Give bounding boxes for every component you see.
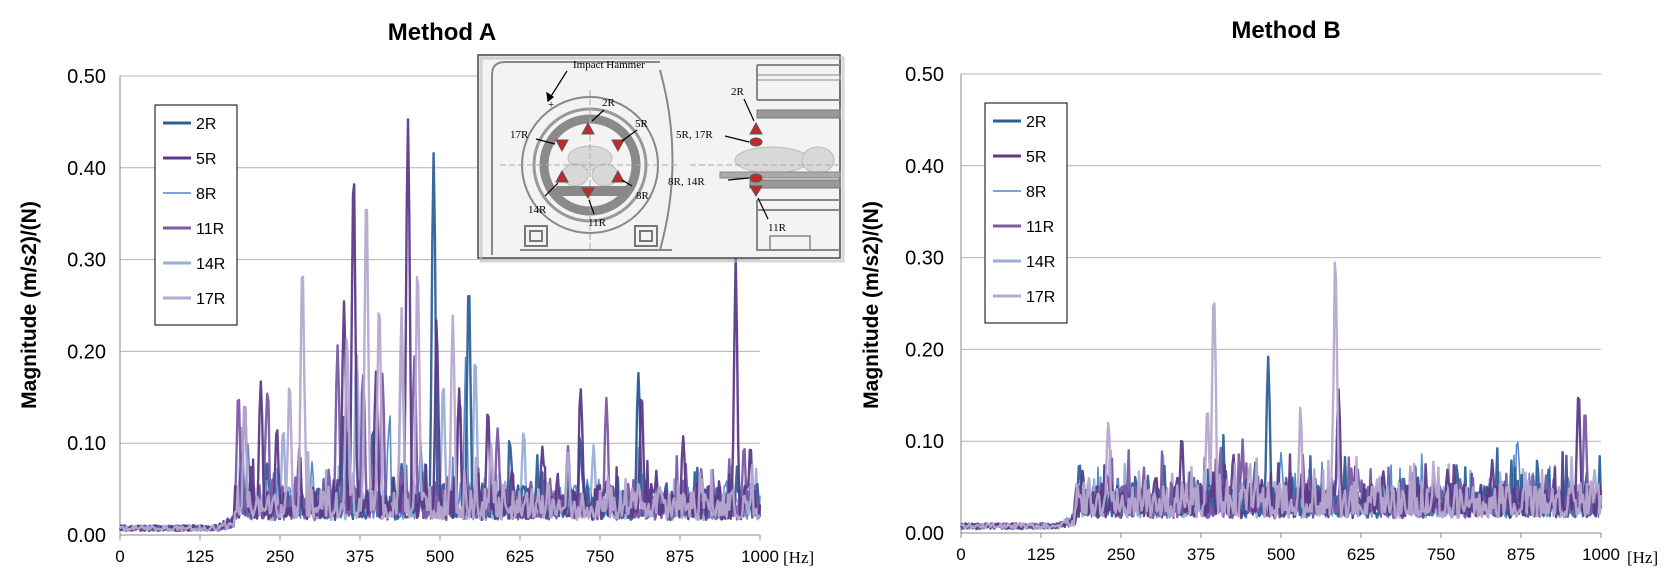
legend-a: 2R 5R 8R 11R 14R 17R xyxy=(154,104,238,326)
x-tick-label-a-4: 500 xyxy=(426,547,454,566)
x-tick-label-a-2: 250 xyxy=(266,547,294,566)
label-5r-17r-side: 5R, 17R xyxy=(676,129,713,141)
label-8r-14r-side: 8R, 14R xyxy=(668,176,705,188)
machine-housing-left xyxy=(491,61,660,255)
x-tick-label-b-3: 375 xyxy=(1187,545,1215,564)
x-tick-label-a-1: 125 xyxy=(186,547,214,566)
sensor-5r-17r-side-marker xyxy=(749,137,763,147)
chart-title-b: Method B xyxy=(1231,17,1340,44)
panel-method-b: Method B 0.00 0.10 0.20 0.30 0.40 0.50 0 125 25… xyxy=(860,17,1658,567)
callout-arrows-right xyxy=(724,98,769,220)
x-tick-label-a-3: 375 xyxy=(346,547,374,566)
machine-housing-right xyxy=(756,64,840,101)
y-ticks-b: 0.00 0.10 0.20 0.30 0.40 0.50 xyxy=(905,64,944,545)
legend-label-a-17r: 17R xyxy=(196,291,225,308)
legend-box-a xyxy=(154,104,238,326)
legend-box-b xyxy=(984,102,1068,324)
sensor-markers-right xyxy=(749,121,763,197)
label-impact-hammer: Impact Hammer xyxy=(573,59,645,71)
label-11r-side: 11R xyxy=(768,222,787,234)
x-ticks-a: 0 125 250 375 500 625 750 875 1000 xyxy=(115,535,779,566)
panel-method-a: Method A 0.00 0.10 0.20 0.30 0.40 0.50 0 125 25… xyxy=(18,19,814,567)
y-tick-label-b-0: 0.00 xyxy=(905,523,944,545)
y-tick-label-b-3: 0.30 xyxy=(905,248,944,270)
legend-label-a-2r: 2R xyxy=(196,116,216,133)
x-tick-label-b-1: 125 xyxy=(1027,545,1055,564)
series-line-a-17r xyxy=(119,208,762,533)
y-tick-label-a-0: 0.00 xyxy=(67,525,106,547)
y-tick-label-b-1: 0.10 xyxy=(905,431,944,453)
series-lines-a xyxy=(118,118,762,533)
series-line-b-17r xyxy=(960,261,1603,530)
y-tick-label-a-4: 0.40 xyxy=(67,158,106,180)
x-tick-label-b-8: 1000 xyxy=(1582,545,1620,564)
y-tick-label-b-5: 0.50 xyxy=(905,64,944,86)
series-line-a-5r xyxy=(119,118,762,533)
y-axis-label-a: Magnitude (m/s2)/(N) xyxy=(18,201,41,409)
y-tick-label-a-1: 0.10 xyxy=(67,433,106,455)
label-17r: 17R xyxy=(510,129,529,141)
x-ticks-b: 0 125 250 375 500 625 750 875 1000 xyxy=(956,533,1620,564)
sensor-8r-marker xyxy=(611,169,625,183)
sensor-5r-marker xyxy=(611,139,625,153)
label-2r: 2R xyxy=(602,97,616,109)
callout-arrows-left xyxy=(535,70,638,215)
gridlines-b xyxy=(960,73,1601,534)
hammer-point-mark: + xyxy=(548,99,554,111)
legend-label-a-14r: 14R xyxy=(196,256,225,273)
y-tick-label-a-2: 0.20 xyxy=(67,341,106,363)
x-unit-a: [Hz] xyxy=(783,548,814,567)
label-11r: 11R xyxy=(588,217,607,229)
y-ticks-a: 0.00 0.10 0.20 0.30 0.40 0.50 xyxy=(67,66,106,547)
y-tick-label-a-5: 0.50 xyxy=(67,66,106,88)
sensor-2r-marker xyxy=(581,121,595,135)
x-tick-label-a-0: 0 xyxy=(115,547,124,566)
test-setup-diagram: + Impact Hammer 2R 5R 17R 8R 14R 11R xyxy=(477,54,845,263)
legend-label-b-8r: 8R xyxy=(1026,184,1046,201)
y-axis-label-b: Magnitude (m/s2)/(N) xyxy=(860,201,883,409)
sensor-markers-left xyxy=(555,121,625,199)
x-tick-label-a-7: 875 xyxy=(666,547,694,566)
label-8r: 8R xyxy=(636,190,650,202)
mount-right xyxy=(634,225,658,247)
sensor-8r-14r-side-marker xyxy=(749,173,763,183)
rotor-ellipse xyxy=(734,146,810,174)
mount-left xyxy=(524,225,548,247)
x-unit-b: [Hz] xyxy=(1627,548,1658,567)
x-tick-label-a-5: 625 xyxy=(506,547,534,566)
legend-label-b-5r: 5R xyxy=(1026,149,1046,166)
legend-label-b-14r: 14R xyxy=(1026,254,1055,271)
legend-label-b-11r: 11R xyxy=(1026,219,1054,236)
legend-label-b-2r: 2R xyxy=(1026,114,1046,131)
x-tick-label-b-5: 625 xyxy=(1347,545,1375,564)
label-2r-side: 2R xyxy=(731,86,745,98)
sensor-14r-marker xyxy=(555,169,569,183)
x-tick-label-b-2: 250 xyxy=(1107,545,1135,564)
x-tick-label-a-8: 1000 xyxy=(741,547,779,566)
legend-label-a-5r: 5R xyxy=(196,151,216,168)
x-tick-label-b-6: 750 xyxy=(1427,545,1455,564)
legend-label-a-8r: 8R xyxy=(196,186,216,203)
y-tick-label-b-4: 0.40 xyxy=(905,156,944,178)
x-tick-label-b-7: 875 xyxy=(1507,545,1535,564)
label-14r: 14R xyxy=(528,204,547,216)
legend-b: 2R 5R 8R 11R 14R 17R xyxy=(984,102,1068,324)
x-tick-label-b-0: 0 xyxy=(956,545,965,564)
sensor-17r-marker xyxy=(555,139,569,153)
sensor-2r-side-marker xyxy=(749,121,763,135)
legend-label-b-17r: 17R xyxy=(1026,289,1055,306)
chart-title-a: Method A xyxy=(388,19,496,46)
x-tick-label-b-4: 500 xyxy=(1267,545,1295,564)
sensor-11r-marker xyxy=(581,187,595,199)
x-tick-label-a-6: 750 xyxy=(586,547,614,566)
y-tick-label-a-3: 0.30 xyxy=(67,250,106,272)
label-5r: 5R xyxy=(635,118,649,130)
sensor-11r-side-marker xyxy=(749,185,763,197)
series-lines-b xyxy=(959,261,1603,531)
legend-label-a-11r: 11R xyxy=(196,221,224,238)
y-tick-label-b-2: 0.20 xyxy=(905,339,944,361)
